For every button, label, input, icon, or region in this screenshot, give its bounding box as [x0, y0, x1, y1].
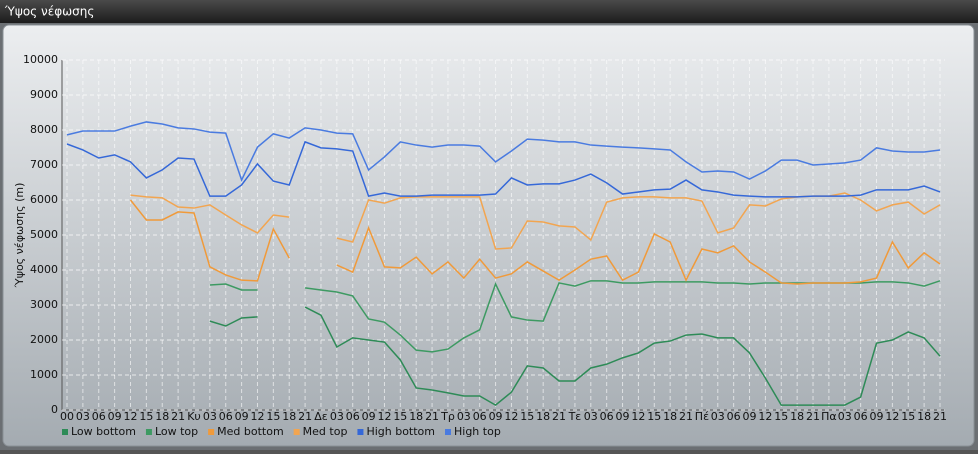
x-tick-label: 12	[250, 410, 264, 423]
series-line	[129, 199, 941, 285]
legend-swatch	[293, 429, 300, 435]
x-tick-label: 12	[758, 410, 772, 423]
x-tick-label: Τε	[568, 410, 582, 423]
x-tick-label: 21	[171, 410, 185, 423]
x-tick-label: 03	[457, 410, 471, 423]
x-tick-label: 18	[917, 410, 931, 423]
y-axis-label: Ύψος νέφωσης (m)	[13, 183, 26, 289]
x-tick-label: 18	[790, 410, 804, 423]
x-tick-label: 12	[504, 410, 518, 423]
x-tick-label: 03	[76, 410, 90, 423]
x-tick-label: 03	[330, 410, 344, 423]
y-tick-label: 2000	[30, 333, 58, 346]
chart-title: Ύψος νέφωσης	[4, 5, 94, 19]
x-tick-label: 18	[409, 410, 423, 423]
x-tick-label: 15	[647, 410, 661, 423]
x-tick-label: 18	[536, 410, 550, 423]
x-tick-label: 09	[616, 410, 630, 423]
x-tick-label: 15	[139, 410, 153, 423]
legend-label: Low top	[155, 425, 198, 438]
legend-label: Low bottom	[71, 425, 136, 438]
y-tick-label: 4000	[30, 263, 58, 276]
legend-label: High top	[454, 425, 501, 438]
legend-label: High bottom	[366, 425, 435, 438]
x-tick-label: 06	[346, 410, 360, 423]
series-line	[130, 192, 941, 250]
x-tick-label: Κυ	[187, 410, 201, 423]
legend-label: Med top	[303, 425, 348, 438]
x-tick-label: 21	[806, 410, 820, 423]
y-tick-label: 6000	[30, 193, 58, 206]
y-tick-label: 7000	[30, 158, 58, 171]
x-tick-label: 06	[600, 410, 614, 423]
legend-label: Med bottom	[217, 425, 284, 438]
y-tick-label: 1000	[30, 368, 58, 381]
x-tick-label: 15	[393, 410, 407, 423]
x-tick-label: 09	[743, 410, 757, 423]
x-tick-label: 15	[520, 410, 534, 423]
x-tick-label: 15	[774, 410, 788, 423]
y-tick-label: 3000	[30, 298, 58, 311]
legend-swatch	[145, 429, 152, 435]
x-tick-label: Πέ	[695, 410, 709, 423]
x-tick-label: 12	[885, 410, 899, 423]
x-tick-label: 09	[870, 410, 884, 423]
x-tick-label: 03	[584, 410, 598, 423]
x-tick-label: 21	[298, 410, 312, 423]
legend-swatch	[445, 429, 451, 435]
x-tick-label: 18	[282, 410, 296, 423]
x-tick-label: Πα	[821, 410, 837, 423]
x-tick-label: Τρ	[440, 410, 455, 423]
x-tick-label: Δε	[314, 410, 328, 423]
x-tick-label: 12	[123, 410, 137, 423]
legend-swatch	[357, 429, 364, 435]
x-tick-label: 09	[489, 410, 503, 423]
x-tick-label: 18	[663, 410, 677, 423]
x-tick-label: 06	[727, 410, 741, 423]
x-tick-label: 21	[425, 410, 439, 423]
y-tick-label: 5000	[30, 228, 58, 241]
x-tick-label: 09	[108, 410, 122, 423]
x-tick-label: 12	[377, 410, 391, 423]
series-line	[66, 121, 941, 183]
x-tick-label: 06	[854, 410, 868, 423]
x-tick-label: 12	[631, 410, 645, 423]
y-tick-label: 8000	[30, 123, 58, 136]
x-tick-label: 06	[473, 410, 487, 423]
series-line	[66, 140, 941, 198]
x-tick-label: 09	[362, 410, 376, 423]
x-tick-label: 09	[235, 410, 249, 423]
x-tick-label: 03	[838, 410, 852, 423]
x-tick-label: 21	[679, 410, 693, 423]
legend-swatch	[208, 429, 215, 435]
title-bar	[0, 0, 978, 23]
x-tick-label: 03	[203, 410, 217, 423]
x-tick-label: 18	[155, 410, 169, 423]
x-tick-label: 00	[60, 410, 74, 423]
x-tick-label: 15	[901, 410, 915, 423]
x-tick-label: 21	[552, 410, 566, 423]
y-tick-label: 0	[51, 403, 58, 416]
x-tick-label: 21	[933, 410, 947, 423]
series-line	[209, 306, 941, 407]
x-tick-label: 03	[711, 410, 725, 423]
x-tick-label: 06	[92, 410, 106, 423]
y-tick-label: 10000	[23, 53, 58, 66]
y-tick-label: 9000	[30, 88, 58, 101]
legend-swatch	[62, 429, 68, 435]
x-tick-label: 15	[266, 410, 280, 423]
x-tick-label: 06	[219, 410, 233, 423]
